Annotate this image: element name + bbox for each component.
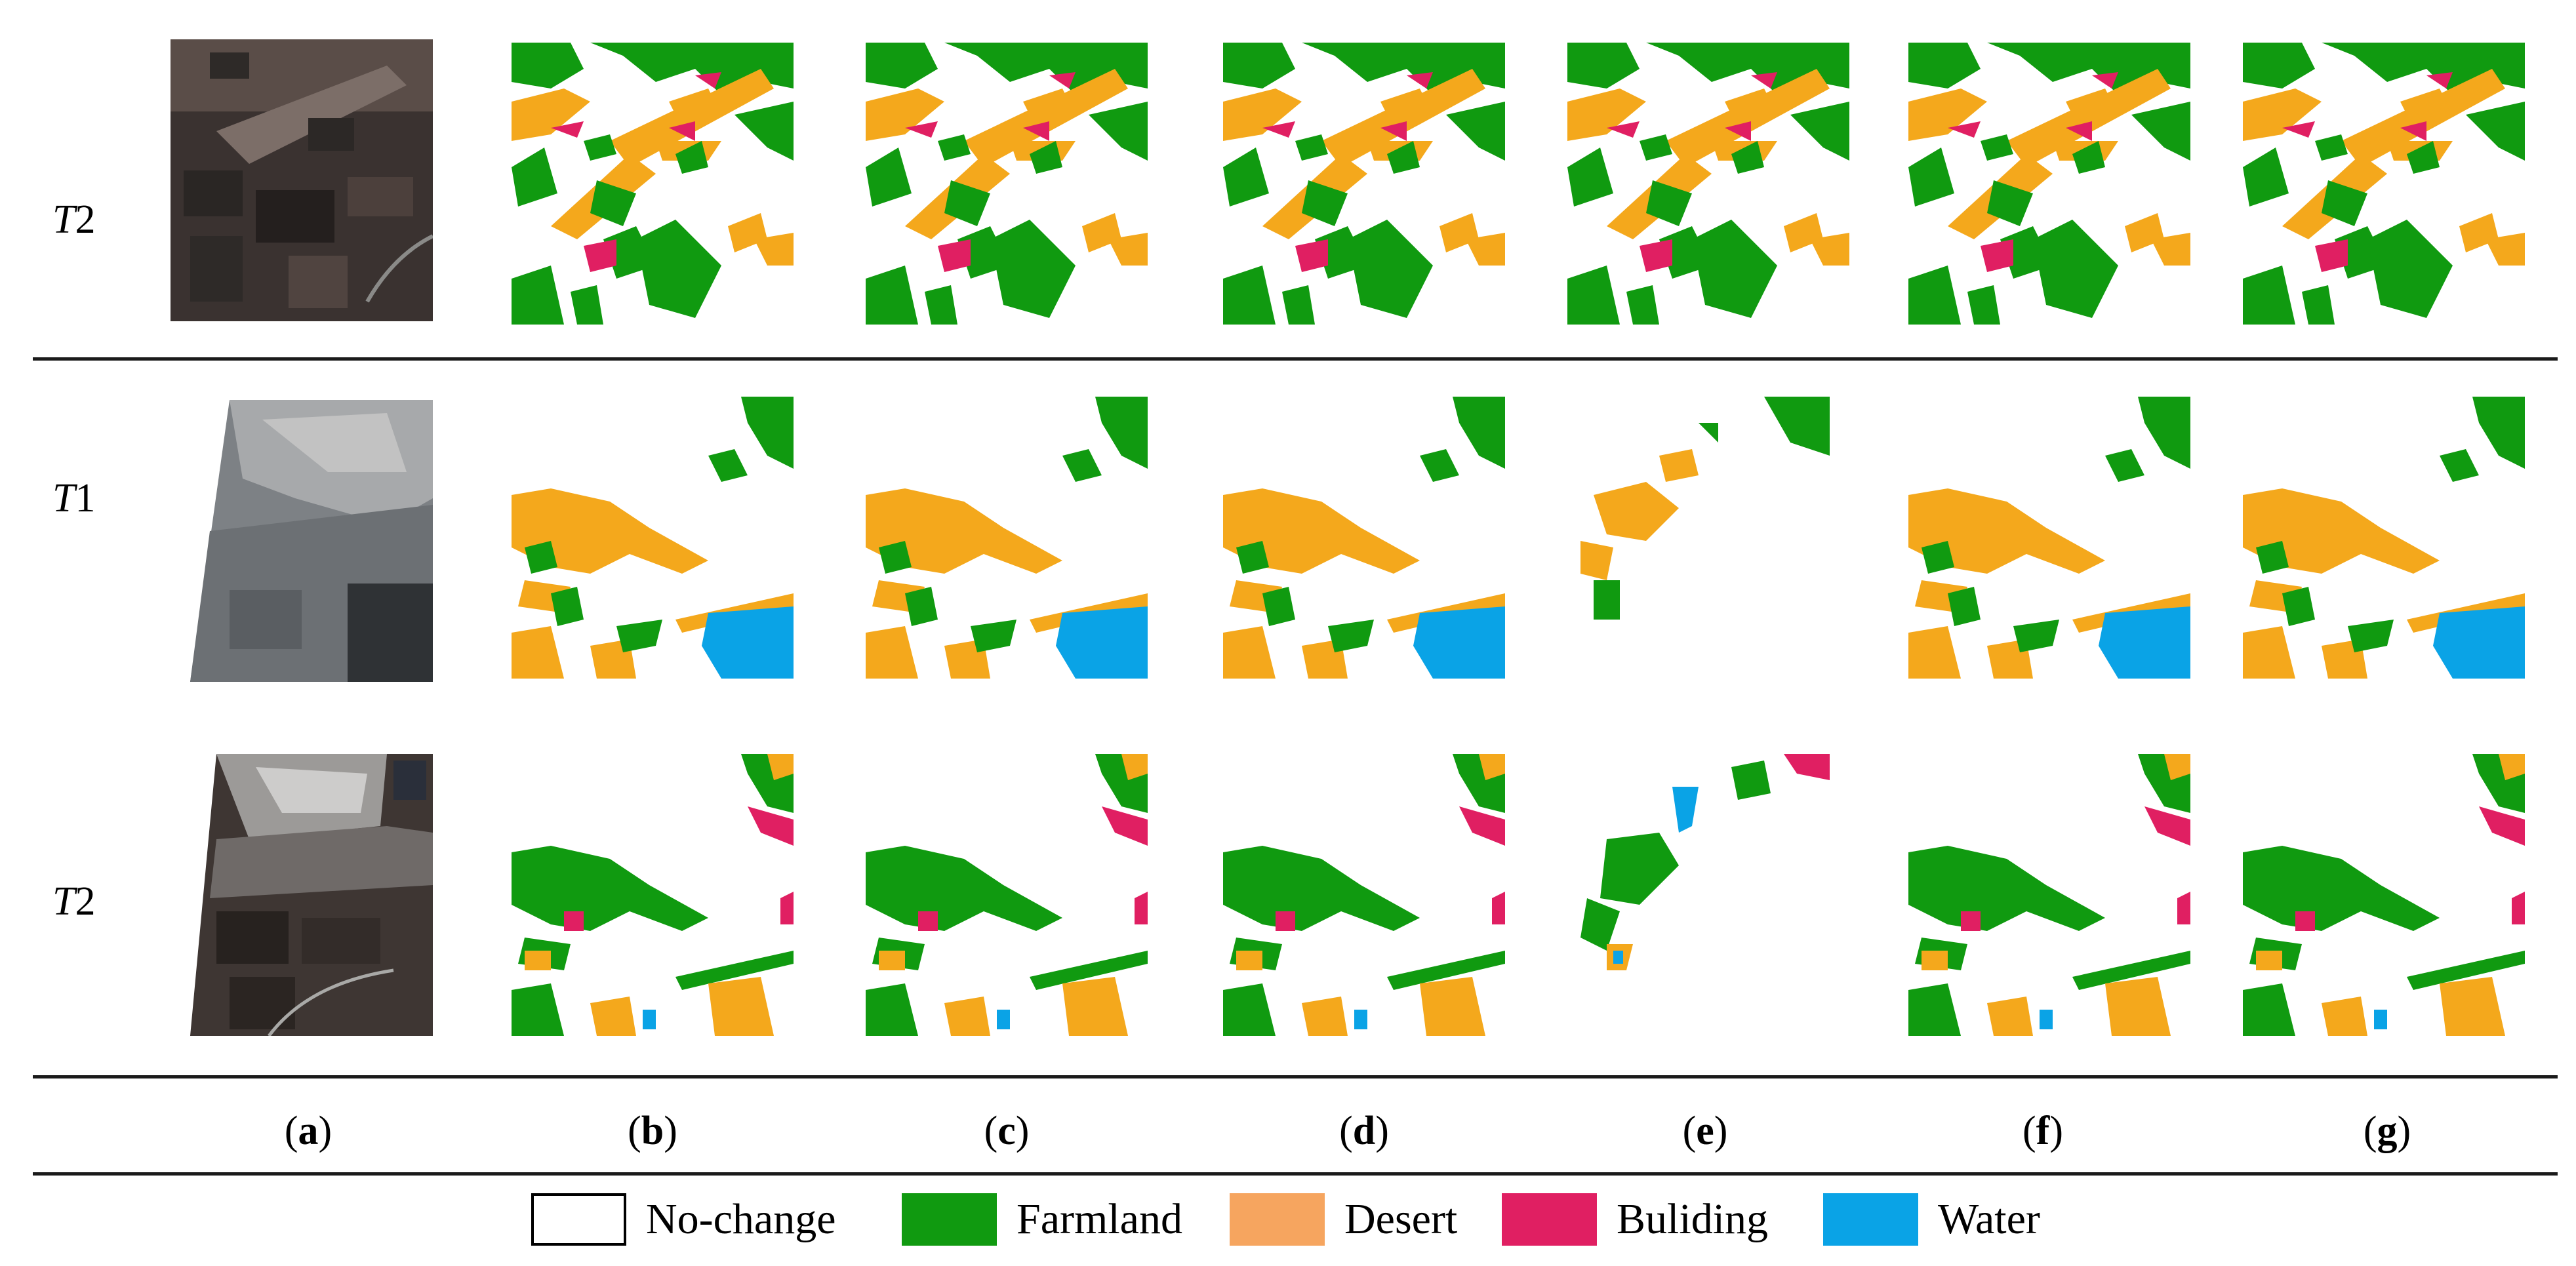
column-label-e: (e) [1682,1109,1728,1153]
map-b-row1 [512,43,794,325]
map-b-row3 [512,754,794,1036]
row-label-3-number: 2 [75,879,96,924]
row-label-2-number: 1 [75,476,96,521]
legend-label-water: Water [1938,1195,2040,1243]
column-label-d: (d) [1339,1109,1389,1153]
row-label-1-number: 2 [75,197,96,242]
legend: No-change Farmland Desert Buliding Water [0,1183,2576,1256]
column-label-a: (a) [284,1109,332,1153]
divider-middle [33,1075,2558,1078]
divider-top [33,357,2558,361]
legend-label-building: Buliding [1617,1195,1769,1243]
satellite-image-t2-bottom [190,754,433,1036]
column-label-b: (b) [628,1109,677,1153]
map-d-row2 [1223,397,1505,679]
satellite-image-t2-top [171,39,433,321]
map-e-row1 [1567,43,1849,325]
legend-item-building: Buliding [1502,1183,1768,1256]
legend-item-water: Water [1823,1183,2040,1256]
column-label-c-letter: c [997,1109,1016,1153]
map-c-row2 [866,397,1148,679]
column-label-b-letter: b [641,1109,664,1153]
map-c-row3 [866,754,1148,1036]
map-e-row3 [1580,754,1830,970]
map-f-row1 [1908,43,2190,325]
map-g-row2 [2243,397,2525,679]
satellite-image-t1 [190,400,433,682]
map-d-row3 [1223,754,1505,1036]
legend-label-desert: Desert [1344,1195,1458,1243]
row-label-1-italic: T [52,197,75,242]
map-f-row2 [1908,397,2190,679]
map-e-row2 [1580,397,1830,620]
column-label-e-letter: e [1696,1109,1714,1153]
column-label-d-letter: d [1352,1109,1376,1153]
legend-swatch-building [1502,1193,1597,1246]
legend-swatch-water [1823,1193,1918,1246]
legend-item-farmland: Farmland [902,1183,1182,1256]
legend-label-farmland: Farmland [1016,1195,1182,1243]
column-label-g: (g) [2363,1109,2411,1153]
map-d-row1 [1223,43,1505,325]
column-label-f-letter: f [2036,1109,2050,1153]
row-label-1: T2 [52,197,95,243]
divider-bottom [33,1172,2558,1176]
column-label-f: (f) [2023,1109,2063,1153]
legend-swatch-desert [1230,1193,1325,1246]
row-label-2-italic: T [52,476,75,521]
column-label-c: (c) [984,1109,1030,1153]
map-g-row3 [2243,754,2525,1036]
map-g-row1 [2243,43,2525,325]
row-label-3: T2 [52,879,95,925]
map-b-row2 [512,397,794,679]
legend-label-no-change: No-change [646,1195,836,1243]
row-label-3-italic: T [52,879,75,924]
legend-swatch-no-change [531,1193,626,1246]
row-label-2: T1 [52,475,95,522]
legend-item-desert: Desert [1230,1183,1457,1256]
map-f-row3 [1908,754,2190,1036]
map-c-row1 [866,43,1148,325]
column-label-g-letter: g [2377,1109,2398,1153]
legend-swatch-farmland [902,1193,997,1246]
legend-item-no-change: No-change [531,1183,836,1256]
column-label-a-letter: a [298,1109,319,1153]
